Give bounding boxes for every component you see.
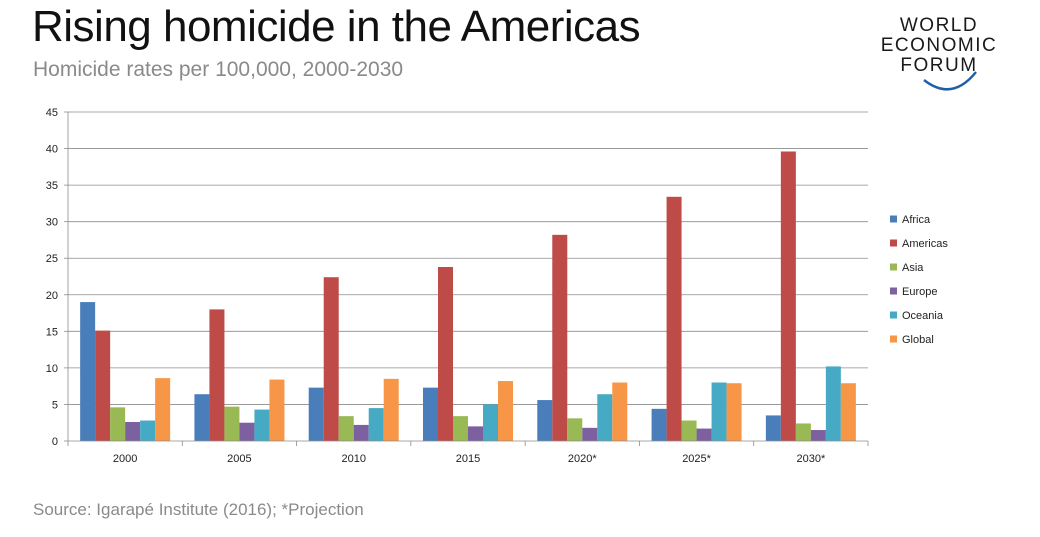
y-tick-label: 40 — [46, 144, 58, 156]
bar-global-2025 — [726, 383, 742, 441]
bar-africa-2000 — [80, 302, 96, 441]
legend-label-africa: Africa — [902, 214, 931, 226]
bar-oceania-2020 — [597, 394, 613, 441]
y-tick-label: 10 — [46, 363, 58, 375]
bars — [80, 151, 856, 442]
bar-africa-2025 — [651, 408, 667, 441]
y-tick-label: 20 — [46, 290, 58, 302]
x-tick-label: 2000 — [113, 453, 137, 465]
legend-swatch-global — [890, 335, 897, 343]
bar-asia-2025 — [681, 420, 697, 441]
bar-europe-2025 — [696, 428, 712, 441]
legend-label-americas: Americas — [902, 238, 948, 250]
x-tick-label: 2010 — [341, 453, 365, 465]
x-tick-label: 2025* — [682, 453, 711, 465]
y-tick-label: 0 — [52, 436, 58, 448]
legend-label-europe: Europe — [902, 286, 937, 298]
bar-americas-2030 — [780, 151, 796, 442]
bar-oceania-2030 — [825, 366, 841, 441]
bar-americas-2005 — [209, 309, 225, 441]
legend-swatch-europe — [890, 287, 897, 295]
bar-africa-2005 — [194, 394, 210, 441]
bar-europe-2030 — [810, 430, 826, 441]
bar-europe-2010 — [353, 424, 369, 441]
bar-global-2020 — [612, 382, 628, 441]
bar-americas-2000 — [95, 330, 111, 441]
bar-oceania-2005 — [254, 409, 270, 441]
logo-line-1: WORLD — [899, 15, 979, 36]
bar-americas-2020 — [552, 234, 568, 441]
x-tick-label: 2015 — [456, 453, 480, 465]
bar-global-2030 — [840, 383, 856, 441]
bar-europe-2020 — [582, 427, 598, 441]
chart-title: Rising homicide in the Americas — [32, 2, 641, 51]
x-tick-label: 2005 — [227, 453, 251, 465]
logo-line-3: FORUM — [900, 55, 978, 76]
bar-americas-2025 — [666, 196, 682, 441]
bar-global-2000 — [155, 378, 171, 441]
y-tick-label: 5 — [52, 399, 58, 411]
legend-label-oceania: Oceania — [902, 310, 944, 322]
legend-swatch-americas — [890, 239, 897, 247]
bar-africa-2030 — [765, 415, 781, 441]
bar-europe-2005 — [239, 422, 255, 441]
logo-arc-icon — [923, 71, 977, 91]
y-tick-label: 15 — [46, 326, 58, 338]
logo-line-2: ECONOMIC — [880, 35, 998, 56]
bar-global-2005 — [269, 379, 285, 441]
legend-swatch-asia — [890, 263, 897, 271]
wef-logo: WORLD ECONOMIC FORUM — [872, 14, 1012, 94]
y-axis: 0 5 10 15 20 25 30 35 40 45 — [46, 107, 69, 448]
x-axis: 2000 2005 2010 2015 2020* 2025* 2030* — [67, 440, 869, 465]
x-tick-label: 2020* — [568, 453, 597, 465]
bar-asia-2030 — [795, 423, 811, 441]
source-note: Source: Igarapé Institute (2016); *Proje… — [33, 500, 364, 519]
legend: Africa Americas Asia Europe Oceania Global — [890, 214, 948, 346]
bar-asia-2000 — [110, 407, 126, 441]
legend-swatch-oceania — [890, 311, 897, 319]
bar-oceania-2000 — [140, 420, 156, 441]
legend-label-global: Global — [902, 334, 934, 346]
chart-subtitle: Homicide rates per 100,000, 2000-2030 — [33, 58, 404, 81]
y-tick-label: 45 — [46, 107, 58, 119]
bar-asia-2010 — [338, 416, 354, 441]
bar-global-2015 — [498, 381, 513, 441]
bar-africa-2020 — [537, 400, 553, 441]
bar-europe-2000 — [125, 421, 141, 441]
y-tick-label: 30 — [46, 217, 58, 229]
bar-oceania-2025 — [711, 382, 727, 441]
bar-africa-2010 — [308, 387, 324, 441]
bar-asia-2020 — [567, 418, 583, 441]
y-tick-label: 35 — [46, 180, 58, 192]
legend-label-asia: Asia — [902, 262, 924, 274]
legend-swatch-africa — [890, 215, 897, 223]
bar-americas-2010 — [323, 277, 339, 441]
y-tick-label: 25 — [46, 253, 58, 265]
bar-global-2010 — [383, 378, 399, 441]
bar-oceania-2015 — [483, 404, 498, 441]
bar-oceania-2010 — [368, 408, 384, 441]
x-tick-label: 2030* — [796, 453, 825, 465]
bar-europe-2015 — [468, 426, 483, 441]
bar-asia-2005 — [224, 406, 240, 441]
bar-africa-2015 — [423, 387, 438, 441]
bar-asia-2015 — [453, 416, 468, 441]
bar-americas-2015 — [438, 266, 453, 441]
gridlines — [68, 111, 868, 405]
